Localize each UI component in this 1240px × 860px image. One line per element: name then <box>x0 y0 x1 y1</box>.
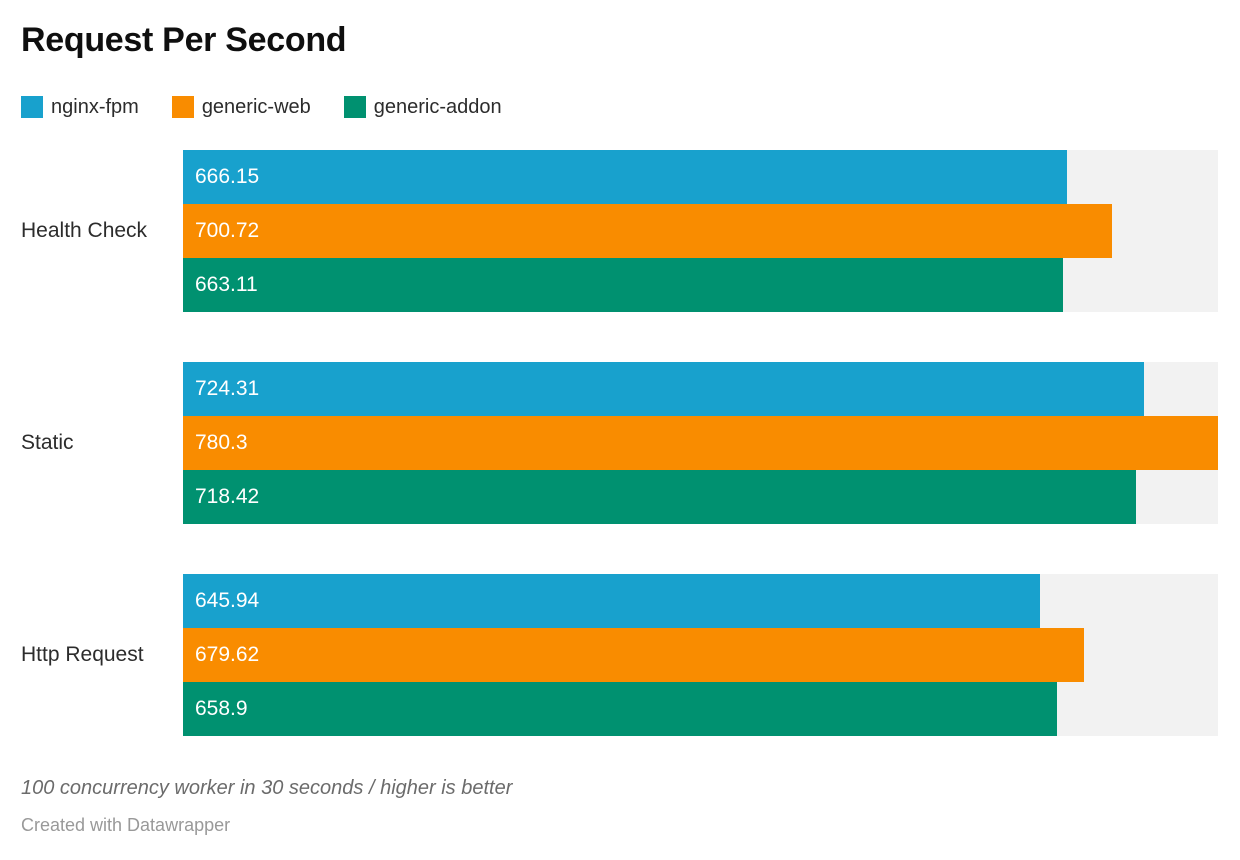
legend-item-nginx-fpm: nginx-fpm <box>21 96 139 118</box>
bar-chart: Health Check 666.15 700.72 663.11 Static 724.… <box>21 150 1218 736</box>
bar-track: 679.62 <box>183 628 1218 682</box>
bar-value-label: 724.31 <box>195 377 260 400</box>
bar-generic-addon: 658.9 <box>183 682 1057 736</box>
bar-value-label: 666.15 <box>195 165 260 188</box>
chart-row-static: Static 724.31 780.3 718.42 <box>21 362 1218 524</box>
bar-group: 724.31 780.3 718.42 <box>183 362 1218 524</box>
bar-value-label: 658.9 <box>195 697 248 720</box>
bar-nginx-fpm: 645.94 <box>183 574 1040 628</box>
bar-nginx-fpm: 724.31 <box>183 362 1144 416</box>
bar-value-label: 780.3 <box>195 431 248 454</box>
bar-group: 645.94 679.62 658.9 <box>183 574 1218 736</box>
chart-footnote: 100 concurrency worker in 30 seconds / h… <box>21 777 513 799</box>
bar-track: 645.94 <box>183 574 1218 628</box>
bar-track: 666.15 <box>183 150 1218 204</box>
bar-value-label: 679.62 <box>195 643 260 666</box>
category-label: Static <box>21 431 74 454</box>
bar-track: 724.31 <box>183 362 1218 416</box>
bar-track: 718.42 <box>183 470 1218 524</box>
legend-label: generic-addon <box>373 96 502 118</box>
legend-swatch-icon <box>343 96 366 118</box>
bar-track: 780.3 <box>183 416 1218 470</box>
bar-track: 663.11 <box>183 258 1218 312</box>
bar-track: 658.9 <box>183 682 1218 736</box>
bar-value-label: 663.11 <box>195 273 258 296</box>
bar-value-label: 700.72 <box>195 219 260 242</box>
bar-generic-web: 679.62 <box>183 628 1085 682</box>
category-label: Health Check <box>21 219 148 242</box>
legend-swatch-icon <box>171 96 194 118</box>
bar-nginx-fpm: 666.15 <box>183 150 1067 204</box>
legend-label: generic-web <box>201 96 311 118</box>
bar-value-label: 718.42 <box>195 485 260 508</box>
bar-generic-addon: 718.42 <box>183 470 1136 524</box>
bar-generic-web: 780.3 <box>183 416 1218 470</box>
legend: nginx-fpm generic-web generic-addon <box>21 96 502 118</box>
legend-label: nginx-fpm <box>51 96 139 118</box>
bar-generic-addon: 663.11 <box>183 258 1063 312</box>
chart-row-http-request: Http Request 645.94 679.62 658.9 <box>21 574 1218 736</box>
chart-row-health-check: Health Check 666.15 700.72 663.11 <box>21 150 1218 312</box>
legend-item-generic-web: generic-web <box>171 96 311 118</box>
bar-generic-web: 700.72 <box>183 204 1113 258</box>
datawrapper-attribution-link[interactable]: Created with Datawrapper <box>21 815 231 835</box>
bar-value-label: 645.94 <box>195 589 260 612</box>
legend-item-generic-addon: generic-addon <box>343 96 502 118</box>
bar-track: 700.72 <box>183 204 1218 258</box>
chart-title: Request Per Second <box>21 21 347 59</box>
category-label: Http Request <box>21 643 144 666</box>
legend-swatch-icon <box>21 96 43 118</box>
bar-group: 666.15 700.72 663.11 <box>183 150 1218 312</box>
